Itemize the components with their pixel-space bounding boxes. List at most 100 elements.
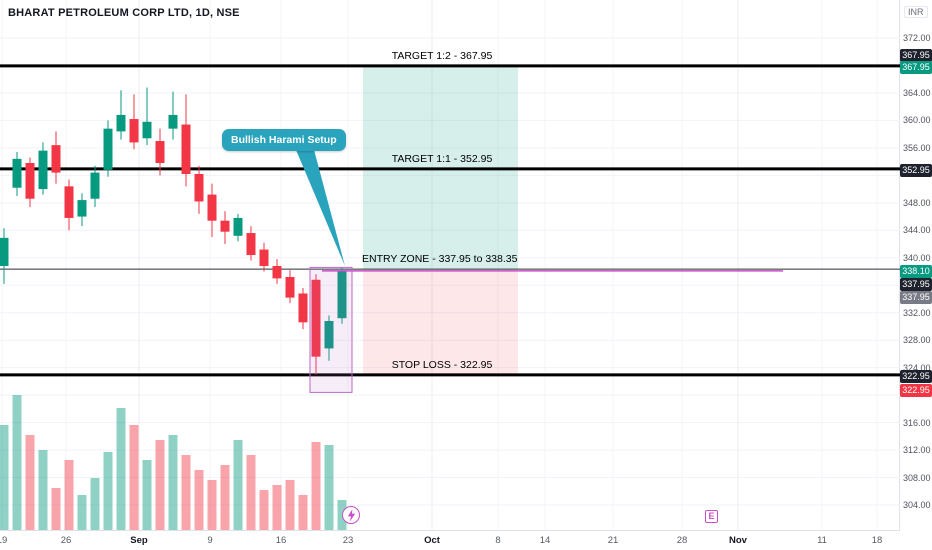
time-tick: 9 [207,535,213,546]
candle-body [12,158,22,188]
price-tick: 328.00 [903,335,931,346]
time-tick: 14 [539,535,551,546]
symbol-title[interactable]: BHARAT PETROLEUM CORP LTD, 1D, NSE [8,7,240,19]
price-tick: 324.00 [903,362,931,373]
volume-bar [0,425,9,530]
volume-bar [155,440,165,530]
price-tick: 312.00 [903,445,931,456]
time-tick: 8 [495,535,501,546]
time-tick: 18 [871,535,883,546]
volume-bar [116,408,126,530]
level-label-entry-zone[interactable]: ENTRY ZONE - 337.95 to 338.35 [362,253,518,266]
price-badge: 338.10 [900,264,932,278]
candle-body [103,128,113,170]
candle-body [0,237,9,267]
price-axis[interactable]: INR 372.00 364.00 360.00 356.00 348.00 344.00… [900,0,932,530]
time-tick: 26 [60,535,72,546]
candle-body [194,173,204,202]
volume-bar [285,480,295,530]
price-tick: 340.00 [903,252,931,263]
candle-body [90,172,100,199]
candle-body [220,220,230,232]
candle-body [324,320,334,349]
harami-highlight-box[interactable] [309,266,353,393]
lightning-icon [347,508,355,522]
time-tick: 21 [607,535,619,546]
lightning-marker[interactable] [342,506,360,524]
volume-bar [246,455,256,530]
candle-body [285,277,295,298]
price-badge: 337.95 [900,290,932,304]
volume-bar [129,425,139,530]
time-tick: 16 [275,535,287,546]
volume-bar [194,470,204,530]
level-label-stop-loss[interactable]: STOP LOSS - 322.95 [391,358,493,371]
price-tick: 356.00 [903,142,931,153]
time-tick: 19 [0,535,8,546]
callout-bubble[interactable]: Bullish Harami Setup [222,129,346,151]
price-badge: 322.95 [900,384,932,398]
candle-body [64,186,74,218]
candlestick-chart [0,0,900,530]
price-tick: 364.00 [903,87,931,98]
candle-body [311,279,321,357]
event-marker[interactable]: E [705,510,718,523]
volume-bar [181,455,191,530]
volume-bar [311,442,321,530]
candle-body [142,121,152,139]
volume-bar [272,485,282,530]
level-label-target-1-2[interactable]: TARGET 1:2 - 367.95 [391,49,493,62]
volume-bar [298,495,308,530]
time-tick: 23 [342,535,354,546]
candle-body [25,162,35,199]
candle-body [116,114,126,132]
volume-bar [25,435,35,530]
candle-body [168,114,178,129]
chart-plot-area[interactable]: BHARAT PETROLEUM CORP LTD, 1D, NSE Bulli… [0,0,900,530]
volume-bar [233,440,243,530]
volume-bar [51,488,61,530]
time-tick: Sep [130,535,148,546]
candle-body [181,124,191,174]
price-badge: 352.95 [900,164,932,178]
price-tick: 304.00 [903,500,931,511]
callout-tail[interactable] [296,146,345,266]
candle-body [51,145,61,173]
price-tick: 360.00 [903,115,931,126]
candle-body [155,141,165,163]
volume-bar [207,480,217,530]
time-tick: 28 [676,535,688,546]
candle-body [337,270,347,319]
price-badge: 322.95 [900,370,932,384]
volume-bar [220,465,230,530]
level-label-target-1-1[interactable]: TARGET 1:1 - 352.95 [391,152,493,165]
price-tick: 332.00 [903,307,931,318]
candle-body [38,150,48,190]
price-badge: 367.95 [900,49,932,63]
candle-body [129,119,139,143]
volume-bar [142,460,152,530]
candle-body [233,217,243,236]
candle-body [272,266,282,279]
candle-body [77,200,87,217]
candle-body [298,293,308,323]
candle-body [259,249,269,267]
price-badge: 367.95 [900,61,932,75]
volume-bar [90,478,100,530]
candle-body [207,194,217,221]
currency-label[interactable]: INR [904,6,928,18]
volume-bar [12,395,22,530]
time-tick: 11 [817,535,827,546]
price-tick: 344.00 [903,225,931,236]
price-badge: 337.95 [900,277,932,291]
price-tick: 348.00 [903,197,931,208]
volume-bar [77,495,87,530]
price-tick: 308.00 [903,472,931,483]
volume-bar [64,460,74,530]
stoploss-zone[interactable] [363,269,518,375]
time-axis[interactable]: 19 26 Sep 9 16 23 Oct 8 14 21 28 Nov 11 18 [0,530,900,550]
time-tick: Oct [424,535,440,546]
price-tick: 372.00 [903,33,931,43]
volume-bar [259,490,269,530]
